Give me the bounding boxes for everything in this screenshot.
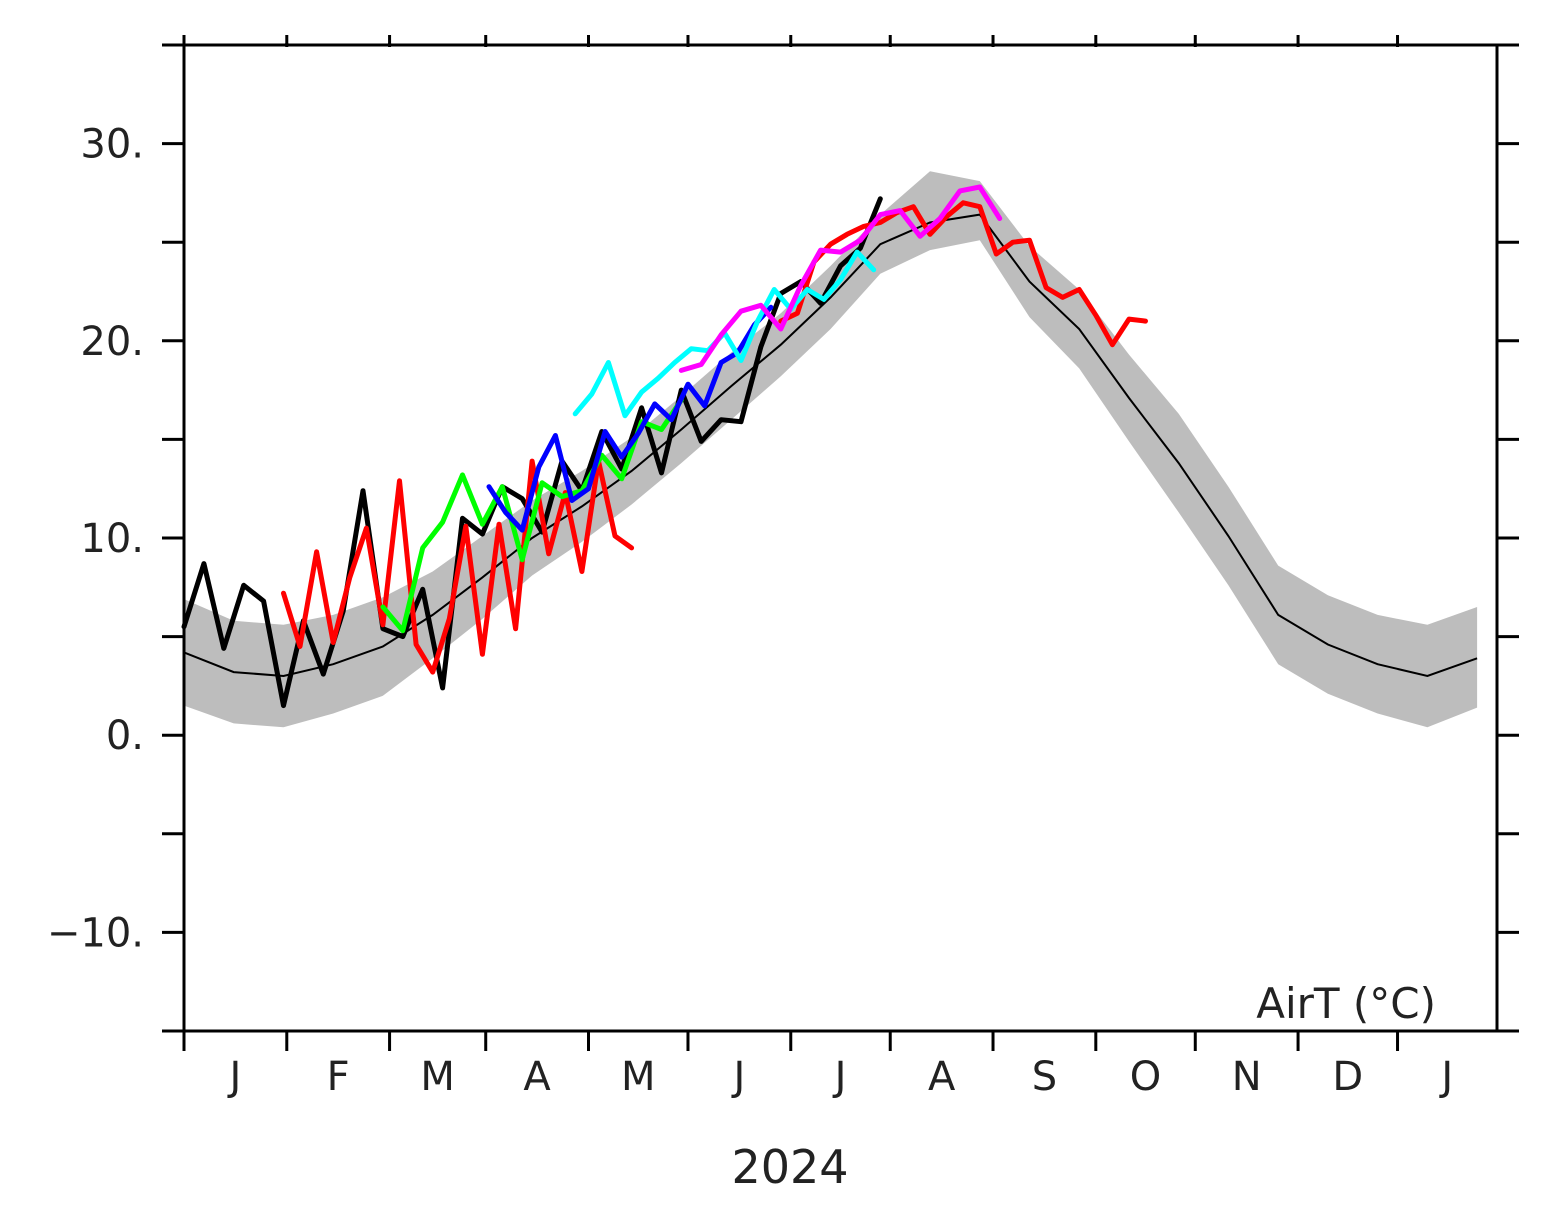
month-label: M <box>420 1054 455 1100</box>
month-label: A <box>523 1054 551 1100</box>
month-label: J <box>832 1054 847 1100</box>
climatology-envelope <box>184 171 1478 728</box>
month-label: N <box>1232 1054 1262 1100</box>
month-label: D <box>1332 1054 1363 1100</box>
plot-frame <box>182 43 1499 1033</box>
month-label: M <box>621 1054 656 1100</box>
month-label: O <box>1130 1054 1161 1100</box>
month-label: J <box>730 1054 745 1100</box>
series-line-2 <box>778 200 1148 348</box>
series-line-3 <box>380 397 684 634</box>
observed-series <box>181 184 1148 709</box>
y-axis-ticks: 30. 20. 10. 0. −10. <box>47 43 1519 1033</box>
month-label: S <box>1032 1054 1057 1100</box>
month-label: F <box>327 1054 350 1100</box>
variable-annotation: AirT (°C) <box>1256 979 1436 1028</box>
x-axis-label: 2024 <box>731 1140 848 1194</box>
y-tick-label: 10. <box>80 516 144 562</box>
series-line-4 <box>486 304 774 533</box>
series-line-6 <box>678 184 1003 373</box>
month-label: J <box>226 1054 241 1100</box>
series-line-1 <box>281 458 635 675</box>
y-tick-label: 20. <box>80 319 144 365</box>
y-tick-label: −10. <box>47 910 144 956</box>
month-label: J <box>1438 1054 1453 1100</box>
envelope-band <box>184 171 1478 728</box>
month-label: A <box>928 1054 956 1100</box>
y-tick-label: 30. <box>80 122 144 168</box>
y-tick-label: 0. <box>106 713 144 759</box>
